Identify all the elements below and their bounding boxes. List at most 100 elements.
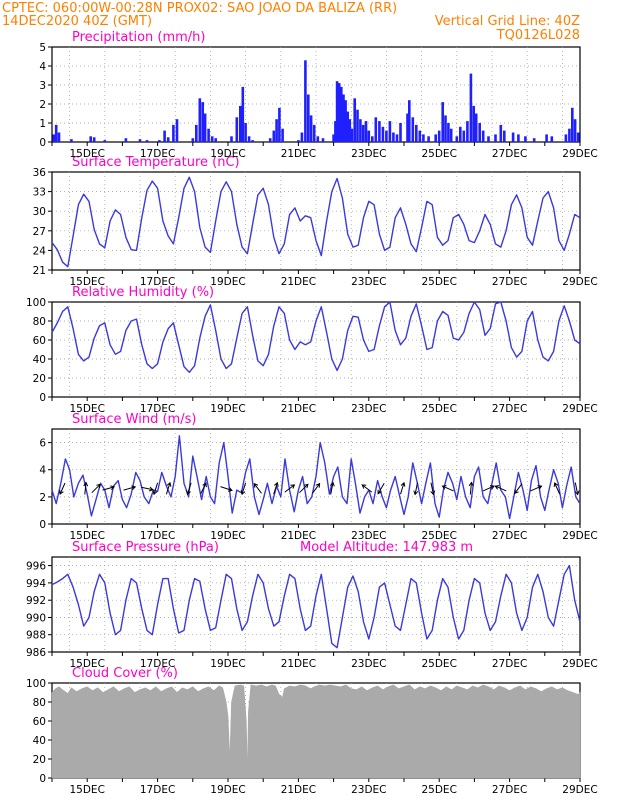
precip-bar bbox=[378, 121, 381, 142]
wind-vector-head bbox=[273, 481, 279, 487]
precip-bar bbox=[550, 136, 554, 142]
wind-xtick-label: 19DEC bbox=[210, 530, 245, 542]
precip-bar bbox=[195, 124, 198, 142]
wind-vector-shaft bbox=[330, 482, 334, 495]
precip-bar bbox=[418, 130, 422, 142]
precip-bar bbox=[203, 113, 207, 142]
wind-vector-shaft bbox=[361, 484, 373, 493]
temp-ytick-label: 27 bbox=[33, 226, 46, 238]
precip-bar bbox=[191, 138, 195, 142]
rh-ytick-label: 0 bbox=[39, 392, 46, 404]
pres-series-line bbox=[51, 564, 581, 649]
wind-vector-head bbox=[400, 481, 406, 487]
cloud-xtick-label: 21DEC bbox=[281, 784, 316, 796]
precip-bar bbox=[166, 137, 170, 143]
precip-bar bbox=[244, 123, 247, 142]
header-line3-right: TQ0126L028 bbox=[496, 28, 580, 43]
wind-vector-head bbox=[96, 483, 101, 489]
temp-xtick-label: 17DEC bbox=[140, 276, 175, 288]
precip-bar bbox=[469, 73, 473, 142]
precip-bar bbox=[545, 134, 548, 142]
temp-xtick-label: 25DEC bbox=[421, 276, 456, 288]
wind-vector-head bbox=[514, 489, 519, 495]
wind-vector-shaft bbox=[273, 482, 278, 495]
precip-bar bbox=[532, 138, 536, 142]
wind-vector-head bbox=[494, 485, 500, 490]
cloud-panel: 0 20 40 60 80 100 15DEC 17DEC 19DEC 21DEC 23DEC 25D… bbox=[26, 678, 598, 796]
precip-bar bbox=[444, 115, 447, 142]
wind-vector-shaft bbox=[102, 486, 115, 491]
precip-bar bbox=[300, 132, 304, 142]
wind-vector bbox=[240, 482, 247, 496]
temp-panel: 21 24 27 30 33 36 15DEC 17DEC 19DEC 21DEC 23DEC 25D… bbox=[33, 167, 598, 288]
pres-title: Surface Pressure (hPa) bbox=[72, 540, 219, 555]
cloud-ytick-label: 100 bbox=[26, 678, 46, 690]
precip-bar bbox=[214, 138, 217, 142]
pres-xtick-label: 15DEC bbox=[69, 658, 104, 670]
wind-vector bbox=[514, 483, 523, 495]
pres-ytick-label: 988 bbox=[26, 630, 46, 642]
precip-bar bbox=[337, 83, 341, 142]
precip-bar bbox=[70, 139, 73, 142]
wind-vector-head bbox=[489, 485, 495, 490]
precip-bar bbox=[571, 107, 574, 142]
wind-vector-shaft bbox=[482, 485, 495, 492]
wind-vector bbox=[468, 481, 474, 495]
precip-bar bbox=[281, 128, 284, 142]
pres-ytick-label: 994 bbox=[26, 578, 46, 590]
header-line2-left: 14DEC2020 40Z (GMT) bbox=[2, 14, 152, 29]
wind-vector bbox=[400, 481, 406, 495]
wind-vector bbox=[186, 482, 192, 496]
precip-bar bbox=[312, 124, 316, 142]
precip-bar bbox=[374, 117, 378, 142]
cloud-xtick-label: 25DEC bbox=[421, 784, 456, 796]
wind-vector bbox=[377, 483, 385, 495]
precip-bar bbox=[163, 130, 166, 142]
pres-xtick-label: 19DEC bbox=[210, 658, 245, 670]
precip-bar bbox=[241, 86, 245, 142]
precip-xtick-label: 15DEC bbox=[69, 148, 104, 160]
rh-ytick-label: 60 bbox=[33, 335, 46, 347]
rh-xtick-label: 29DEC bbox=[562, 403, 597, 415]
temp-xtick-label: 27DEC bbox=[492, 276, 527, 288]
wind-vector bbox=[574, 482, 580, 496]
wind-vector-head bbox=[166, 481, 172, 487]
precip-bar bbox=[478, 123, 481, 142]
precip-bar bbox=[158, 140, 161, 142]
precip-bar bbox=[573, 119, 577, 142]
cloud-area bbox=[51, 684, 581, 779]
wind-vector bbox=[530, 485, 543, 492]
precip-bar bbox=[57, 132, 61, 142]
pres-ytick-label: 990 bbox=[26, 613, 46, 625]
precip-bar bbox=[371, 136, 374, 142]
wind-series-line bbox=[51, 435, 581, 520]
wind-vector-head bbox=[148, 486, 154, 492]
cloud-xtick-label: 19DEC bbox=[210, 784, 245, 796]
precip-bar bbox=[455, 136, 459, 142]
temp-xtick-label: 21DEC bbox=[281, 276, 316, 288]
precip-ytick-label: 1 bbox=[39, 118, 46, 130]
precip-bar bbox=[239, 105, 242, 142]
precip-bar bbox=[434, 134, 437, 142]
temp-ytick-label: 30 bbox=[33, 206, 46, 218]
wind-vector-head bbox=[110, 485, 116, 491]
wind-ytick-label: 4 bbox=[39, 465, 46, 477]
precip-bar bbox=[175, 119, 179, 142]
wind-vector bbox=[200, 482, 207, 495]
precip-bar bbox=[388, 121, 392, 142]
precip-bar bbox=[437, 130, 441, 142]
wind-vector-head bbox=[468, 481, 474, 487]
cloud-ytick-label: 60 bbox=[33, 716, 46, 728]
wind-vector bbox=[59, 482, 66, 495]
precip-bar bbox=[503, 130, 506, 142]
pres-ytick-label: 996 bbox=[26, 561, 46, 573]
wind-vector-shaft bbox=[165, 482, 171, 495]
wind-vector-head bbox=[441, 485, 447, 490]
precip-bar bbox=[321, 138, 325, 142]
wind-vector bbox=[220, 486, 233, 492]
wind-vector-head bbox=[202, 482, 207, 488]
precip-bar bbox=[359, 119, 362, 142]
wind-vector-head bbox=[59, 489, 64, 495]
temp-xtick-label: 19DEC bbox=[210, 276, 245, 288]
